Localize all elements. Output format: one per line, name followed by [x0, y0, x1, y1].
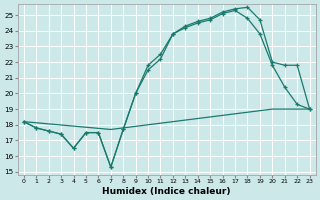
X-axis label: Humidex (Indice chaleur): Humidex (Indice chaleur): [102, 187, 231, 196]
